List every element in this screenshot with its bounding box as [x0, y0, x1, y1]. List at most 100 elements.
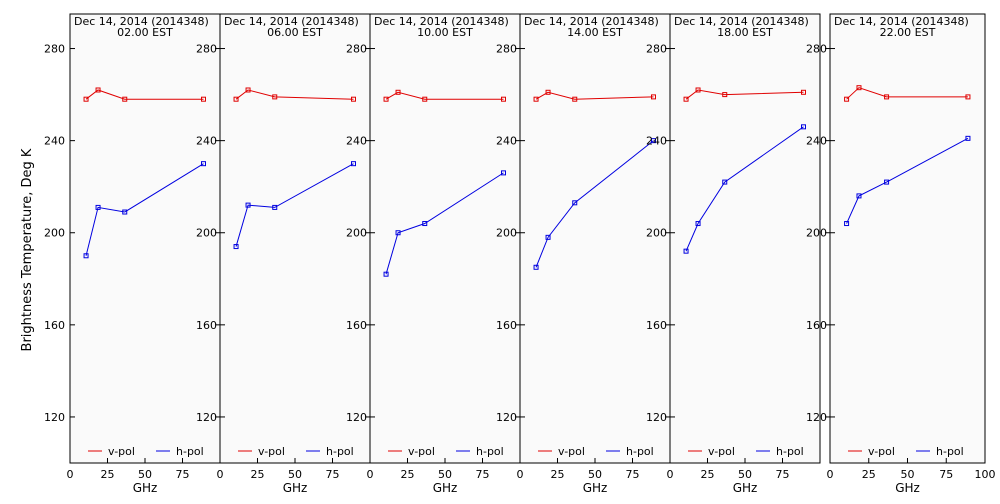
y-tick-label-1-3: 240 [196, 135, 217, 148]
y-tick-label-3-3: 240 [496, 135, 517, 148]
series-line-v-pol-1 [235, 89, 354, 100]
x-axis-label-5: GHz [895, 481, 920, 495]
data-point-v-pol-1-0 [233, 96, 239, 102]
data-point-v-pol-4-2 [722, 92, 728, 98]
data-point-v-pol-4-0 [683, 96, 689, 102]
series-line-v-pol-0 [85, 89, 204, 100]
x-tick-label-5-2: 50 [901, 468, 915, 481]
y-tick-label-0-1: 160 [44, 319, 65, 332]
y-tick-label-3-0: 120 [496, 411, 517, 424]
plot-area-3 [519, 13, 671, 464]
x-tick-label-1-0: 0 [217, 468, 224, 481]
data-point-h-pol-3-0 [533, 264, 539, 270]
data-point-v-pol-4-3 [801, 89, 806, 95]
y-tick-label-1-1: 160 [196, 319, 217, 332]
y-tick-label-4-2: 200 [646, 227, 667, 240]
x-tick-label-0-1: 25 [101, 468, 115, 481]
data-point-v-pol-0-1 [95, 87, 101, 93]
data-point-h-pol-3-2 [572, 200, 578, 206]
panel-subtitle-2: 10.00 EST [417, 26, 473, 39]
y-tick-label-4-0: 120 [646, 411, 667, 424]
legend-label-v-pol-3: v-pol [558, 445, 585, 458]
data-point-h-pol-0-3 [201, 161, 206, 167]
data-point-h-pol-2-1 [395, 230, 401, 236]
plot-area-1 [219, 13, 371, 464]
x-tick-label-3-2: 50 [588, 468, 602, 481]
y-tick-label-4-3: 240 [646, 135, 667, 148]
y-tick-label-3-4: 280 [496, 43, 517, 56]
data-point-h-pol-0-0 [83, 253, 89, 259]
panel-title-3: Dec 14, 2014 (2014348) [524, 15, 659, 28]
data-point-v-pol-0-2 [122, 96, 128, 102]
y-tick-label-1-0: 120 [196, 411, 217, 424]
y-tick-label-4-4: 280 [646, 43, 667, 56]
panel-subtitle-3: 14.00 EST [567, 26, 623, 39]
data-point-h-pol-2-3 [501, 170, 506, 176]
data-point-v-pol-3-1 [545, 89, 551, 95]
data-point-v-pol-2-0 [383, 96, 389, 102]
x-tick-label-4-1: 25 [701, 468, 715, 481]
x-tick-label-2-1: 25 [401, 468, 415, 481]
x-axis-label-2: GHz [433, 481, 458, 495]
data-point-h-pol-4-2 [722, 179, 728, 185]
x-axis-label-0: GHz [133, 481, 158, 495]
plot-area-4 [669, 13, 821, 464]
x-tick-label-3-1: 25 [551, 468, 565, 481]
y-tick-label-3-2: 200 [496, 227, 517, 240]
data-point-h-pol-3-1 [545, 234, 551, 240]
data-point-v-pol-0-3 [201, 96, 206, 102]
data-point-v-pol-1-3 [351, 96, 356, 102]
series-line-h-pol-0 [85, 163, 204, 256]
data-point-h-pol-5-2 [884, 179, 890, 185]
legend-label-h-pol-2: h-pol [476, 445, 504, 458]
data-point-h-pol-0-2 [122, 209, 128, 215]
data-point-v-pol-2-2 [422, 96, 428, 102]
data-point-v-pol-3-0 [533, 96, 539, 102]
y-tick-label-5-2: 200 [806, 227, 827, 240]
legend-label-h-pol-1: h-pol [326, 445, 354, 458]
data-point-v-pol-5-3 [965, 94, 971, 100]
x-tick-label-5-4: 100 [975, 468, 996, 481]
data-point-v-pol-5-0 [844, 96, 850, 102]
y-tick-label-1-2: 200 [196, 227, 217, 240]
data-point-v-pol-2-3 [501, 96, 506, 102]
series-line-h-pol-1 [235, 163, 354, 247]
data-point-h-pol-1-3 [351, 161, 356, 167]
panel-subtitle-0: 02.00 EST [117, 26, 173, 39]
y-tick-label-0-2: 200 [44, 227, 65, 240]
data-point-h-pol-5-0 [844, 221, 850, 227]
x-tick-label-4-0: 0 [667, 468, 674, 481]
series-line-v-pol-4 [685, 89, 804, 100]
plot-area-0 [69, 13, 221, 464]
y-tick-label-2-3: 240 [346, 135, 367, 148]
legend-label-v-pol-5: v-pol [868, 445, 895, 458]
y-tick-label-4-1: 160 [646, 319, 667, 332]
x-axis-label-4: GHz [733, 481, 758, 495]
data-point-v-pol-1-2 [272, 94, 278, 100]
panel-title-4: Dec 14, 2014 (2014348) [674, 15, 809, 28]
data-point-h-pol-2-2 [422, 221, 428, 227]
x-tick-label-0-3: 75 [176, 468, 190, 481]
series-line-h-pol-3 [535, 140, 654, 268]
y-tick-label-0-3: 240 [44, 135, 65, 148]
data-point-h-pol-2-0 [383, 271, 389, 277]
series-line-h-pol-4 [685, 126, 804, 252]
x-axis-label-3: GHz [583, 481, 608, 495]
x-tick-label-4-2: 50 [738, 468, 752, 481]
x-tick-label-2-2: 50 [438, 468, 452, 481]
panel-title-1: Dec 14, 2014 (2014348) [224, 15, 359, 28]
data-point-v-pol-5-2 [884, 94, 890, 100]
y-tick-label-2-0: 120 [346, 411, 367, 424]
x-tick-label-0-2: 50 [138, 468, 152, 481]
data-point-v-pol-3-2 [572, 96, 578, 102]
y-tick-label-5-3: 240 [806, 135, 827, 148]
legend-label-v-pol-1: v-pol [258, 445, 285, 458]
data-point-v-pol-5-1 [856, 85, 862, 91]
y-tick-label-0-0: 120 [44, 411, 65, 424]
data-point-h-pol-4-3 [801, 124, 806, 130]
panel-title-5: Dec 14, 2014 (2014348) [834, 15, 969, 28]
panel-subtitle-1: 06.00 EST [267, 26, 323, 39]
y-tick-label-5-4: 280 [806, 43, 827, 56]
